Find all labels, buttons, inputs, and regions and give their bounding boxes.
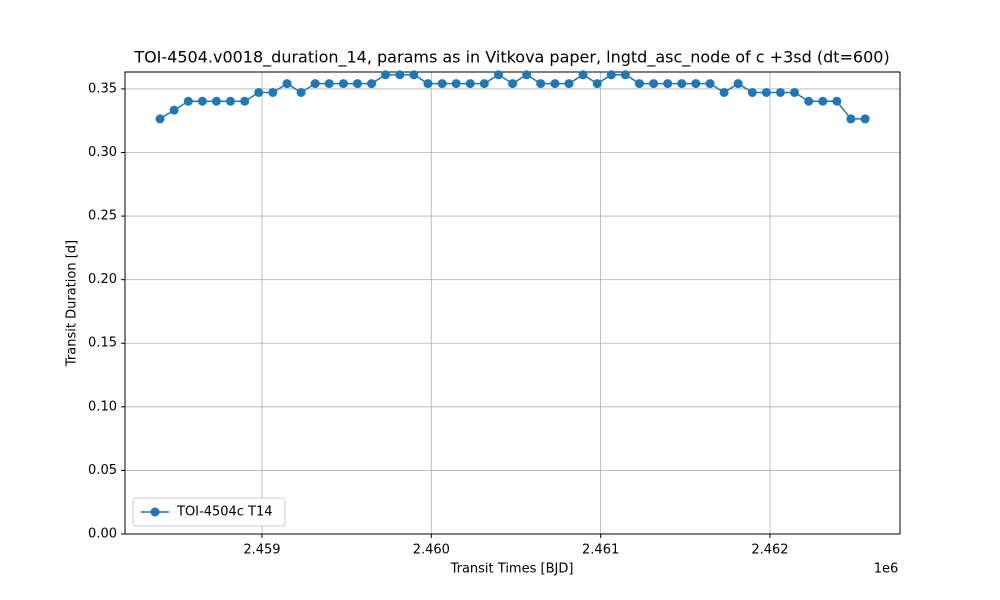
data-point xyxy=(705,79,715,89)
data-point xyxy=(240,96,250,106)
data-point xyxy=(606,70,616,80)
data-point xyxy=(352,79,362,89)
data-point xyxy=(649,79,659,89)
y-tick-label: 0.25 xyxy=(88,209,117,224)
legend-box xyxy=(132,497,286,527)
data-point xyxy=(437,79,447,89)
data-point xyxy=(494,70,504,80)
data-point xyxy=(324,79,334,89)
x-tick-label: 2.462 xyxy=(751,543,788,558)
data-point xyxy=(564,79,574,89)
data-point xyxy=(846,114,856,124)
data-point xyxy=(254,87,264,97)
y-tick-label: 0.05 xyxy=(88,463,117,478)
y-tick-label: 0.20 xyxy=(88,272,117,287)
y-tick-label: 0.00 xyxy=(88,527,117,542)
data-point xyxy=(381,70,391,80)
y-axis-label: Transit Duration [d] xyxy=(65,240,80,367)
data-point xyxy=(296,87,306,97)
data-point xyxy=(775,87,785,97)
data-point xyxy=(804,96,814,106)
data-point xyxy=(578,70,588,80)
plot-frame xyxy=(124,71,901,535)
y-tick-label: 0.30 xyxy=(88,145,117,160)
data-point xyxy=(761,87,771,97)
data-point xyxy=(747,87,757,97)
y-tick-label: 0.15 xyxy=(88,336,117,351)
data-point xyxy=(183,96,193,106)
data-point xyxy=(832,96,842,106)
chart-title: TOI-4504.v0018_duration_14, params as in… xyxy=(133,48,889,68)
data-point xyxy=(225,96,235,106)
data-point xyxy=(409,70,419,80)
data-point xyxy=(169,105,179,115)
data-point xyxy=(310,79,320,89)
data-point xyxy=(268,87,278,97)
data-point xyxy=(338,79,348,89)
data-point xyxy=(282,79,292,89)
data-point xyxy=(550,79,560,89)
data-point xyxy=(155,114,165,124)
legend-marker xyxy=(150,507,160,517)
x-tick-label: 2.460 xyxy=(413,543,450,558)
data-point xyxy=(465,79,475,89)
data-point xyxy=(677,79,687,89)
data-point xyxy=(479,79,489,89)
data-point xyxy=(536,79,546,89)
x-tick-label: 2.461 xyxy=(582,543,619,558)
data-point xyxy=(620,70,630,80)
data-point xyxy=(634,79,644,89)
data-point xyxy=(790,87,800,97)
data-point xyxy=(367,79,377,89)
x-tick-label: 2.459 xyxy=(243,543,280,558)
data-point xyxy=(860,114,870,124)
data-point xyxy=(423,79,433,89)
data-point xyxy=(211,96,221,106)
data-point xyxy=(733,79,743,89)
y-tick-label: 0.10 xyxy=(88,399,117,414)
data-point xyxy=(592,79,602,89)
x-axis-label: Transit Times [BJD] xyxy=(450,562,574,577)
data-point xyxy=(508,79,518,89)
x-offset-label: 1e6 xyxy=(874,562,899,577)
data-point xyxy=(395,70,405,80)
data-point xyxy=(451,79,461,89)
data-point xyxy=(663,79,673,89)
data-point xyxy=(522,70,532,80)
legend-label: TOI-4504c T14 xyxy=(176,505,273,520)
data-point xyxy=(818,96,828,106)
data-point xyxy=(691,79,701,89)
data-point xyxy=(719,87,729,97)
data-point xyxy=(197,96,207,106)
y-tick-label: 0.35 xyxy=(88,81,117,96)
